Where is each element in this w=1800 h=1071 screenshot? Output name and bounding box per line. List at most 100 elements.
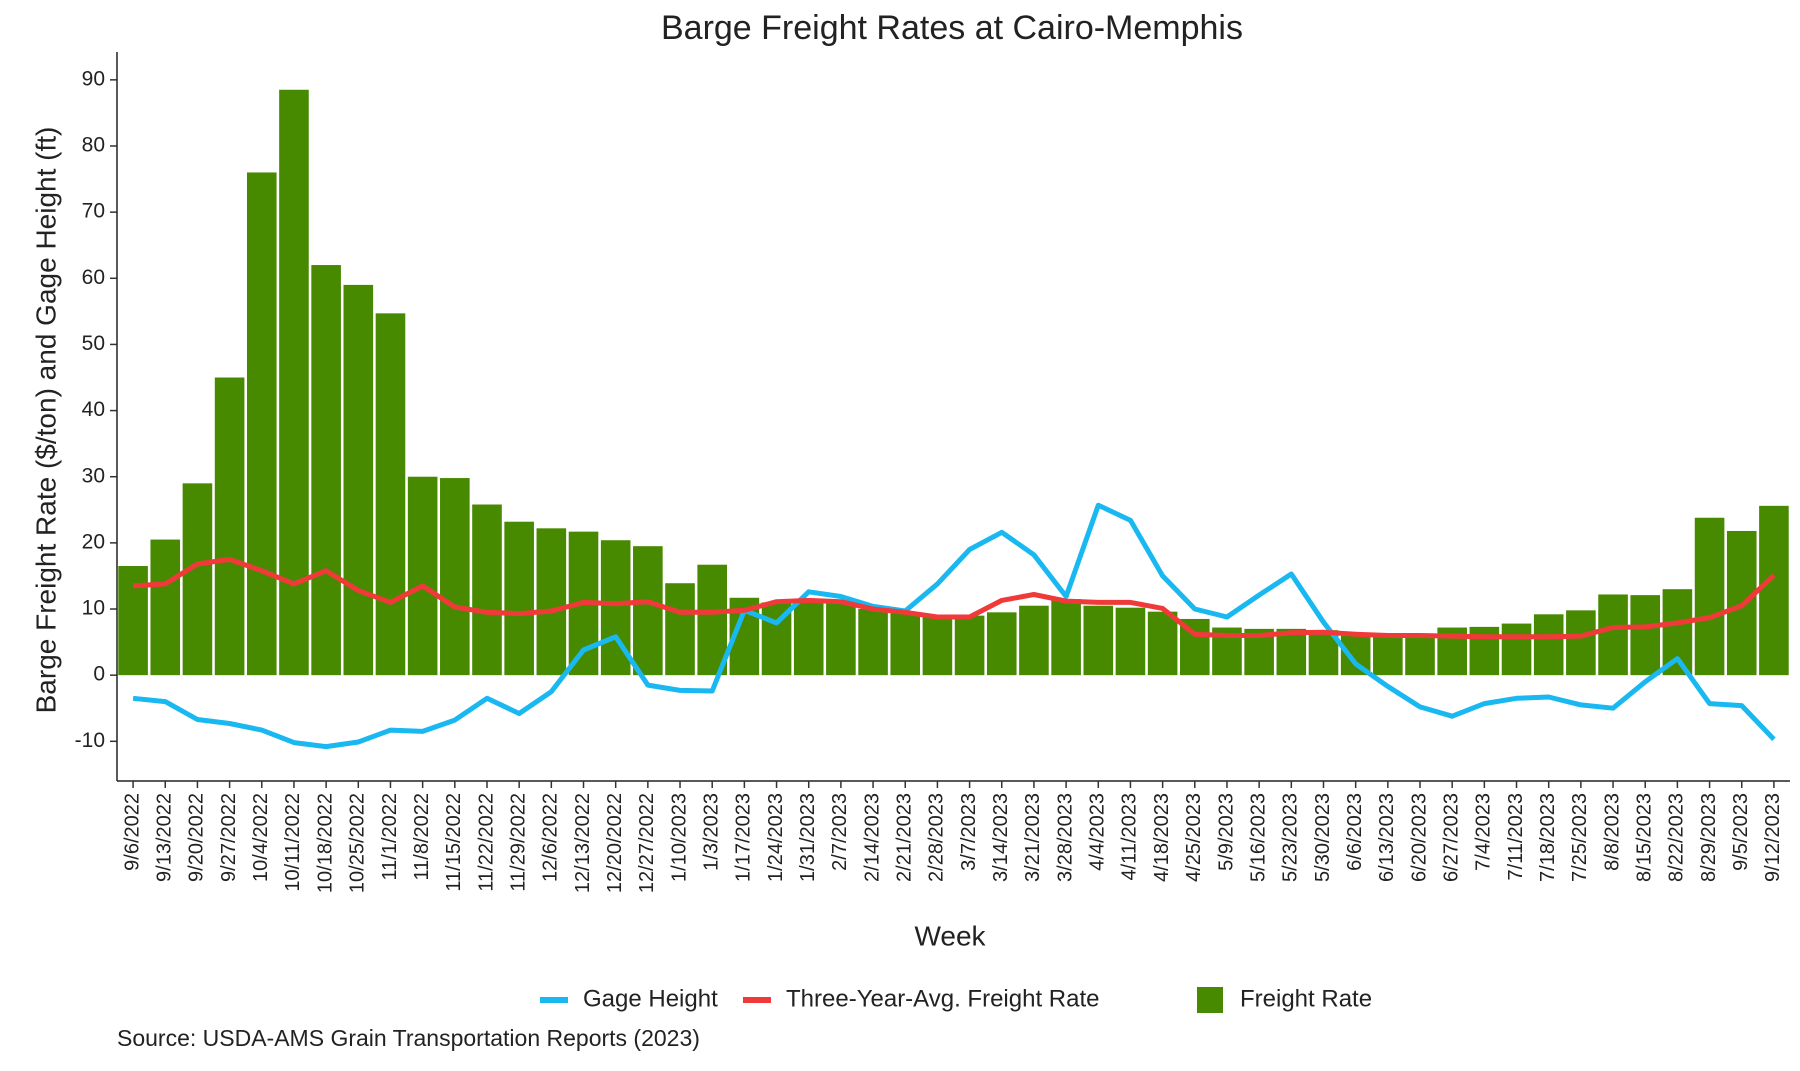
x-tick-label: 3/28/2023 — [1054, 793, 1076, 882]
bar — [697, 564, 728, 676]
bar — [504, 521, 534, 676]
bar — [1276, 628, 1307, 676]
x-tick-label: 2/7/2023 — [829, 793, 851, 871]
bar — [214, 377, 245, 676]
x-tick-label: 3/21/2023 — [1022, 793, 1044, 882]
bar — [150, 539, 181, 676]
x-tick-label: 9/5/2023 — [1730, 793, 1752, 871]
legend-label: Freight Rate — [1240, 985, 1372, 1012]
x-tick-label: 8/22/2023 — [1666, 793, 1688, 882]
bar — [311, 265, 341, 676]
bar — [922, 615, 953, 676]
x-tick-label: 11/1/2022 — [379, 793, 401, 881]
x-tick-label: 3/14/2023 — [990, 793, 1012, 882]
bar — [826, 602, 856, 676]
bar — [343, 284, 374, 676]
bar — [1759, 505, 1789, 676]
bar — [633, 546, 663, 676]
x-tick-label: 12/13/2022 — [572, 793, 594, 893]
bar — [1566, 610, 1596, 676]
x-tick-label: 7/4/2023 — [1473, 793, 1495, 871]
bar — [1373, 635, 1403, 676]
bar — [1083, 605, 1114, 676]
x-tick-label: 8/8/2023 — [1601, 793, 1623, 871]
bar — [472, 504, 502, 676]
x-tick-label: 1/24/2023 — [765, 793, 787, 882]
y-tick-label: 40 — [82, 398, 105, 421]
bar — [793, 599, 824, 676]
y-tick-label: 30 — [82, 464, 105, 487]
bar — [858, 609, 888, 676]
source-note: Source: USDA-AMS Grain Transportation Re… — [117, 1025, 700, 1051]
x-tick-label: 10/4/2022 — [250, 793, 272, 882]
x-tick-label: 5/23/2023 — [1280, 793, 1302, 882]
y-tick-label: 70 — [82, 200, 105, 223]
x-tick-label: 5/30/2023 — [1312, 793, 1334, 882]
x-tick-label: 2/28/2023 — [926, 793, 948, 882]
y-tick-label: 80 — [82, 134, 105, 157]
x-tick-label: 4/4/2023 — [1087, 793, 1109, 871]
bar — [440, 478, 470, 676]
x-tick-label: 12/6/2022 — [540, 793, 562, 882]
line-series — [132, 556, 1776, 640]
bar — [1051, 599, 1081, 676]
x-tick-label: 10/11/2022 — [282, 793, 304, 892]
x-tick-label: 2/21/2023 — [894, 793, 916, 882]
y-tick-label: 60 — [82, 266, 105, 289]
bar — [279, 89, 309, 676]
y-tick-label: 50 — [82, 332, 105, 355]
x-tick-label: 10/18/2022 — [314, 793, 336, 893]
x-tick-label: 4/25/2023 — [1183, 793, 1205, 882]
x-tick-label: 9/12/2023 — [1762, 793, 1784, 882]
x-tick-label: 1/3/2023 — [700, 793, 722, 871]
x-tick-label: 12/27/2022 — [636, 793, 658, 893]
x-tick-label: 5/9/2023 — [1215, 793, 1237, 871]
x-tick-label: 7/18/2023 — [1537, 793, 1559, 882]
x-tick-label: 1/17/2023 — [733, 793, 755, 882]
x-tick-label: 7/11/2023 — [1505, 793, 1527, 881]
line-series — [132, 502, 1776, 750]
bar — [1694, 517, 1725, 676]
x-tick-label: 6/13/2023 — [1376, 793, 1398, 882]
bar — [118, 566, 148, 676]
y-tick-label: 10 — [82, 597, 105, 620]
bar — [1533, 614, 1564, 676]
x-tick-label: 9/27/2022 — [218, 793, 240, 882]
bar — [1019, 605, 1049, 676]
bar — [182, 483, 213, 676]
x-tick-label: 11/15/2022 — [443, 793, 465, 892]
x-tick-label: 6/6/2023 — [1344, 793, 1366, 871]
x-tick-label: 12/20/2022 — [604, 793, 626, 893]
y-axis-title: Barge Freight Rate ($/ton) and Gage Heig… — [30, 127, 61, 714]
x-tick-label: 11/22/2022 — [475, 793, 497, 892]
x-axis-title: Week — [914, 920, 986, 951]
x-tick-label: 8/29/2023 — [1698, 793, 1720, 882]
x-tick-label: 5/16/2023 — [1247, 793, 1269, 882]
legend-label: Three-Year-Avg. Freight Rate — [786, 985, 1100, 1012]
bar — [1630, 595, 1661, 676]
x-tick-label: 9/13/2022 — [154, 793, 176, 882]
bar — [375, 313, 406, 676]
x-tick-label: 10/25/2022 — [347, 793, 369, 893]
bar — [954, 615, 985, 676]
x-tick-label: 7/25/2023 — [1569, 793, 1591, 882]
legend-swatch — [1197, 987, 1223, 1013]
x-tick-label: 2/14/2023 — [861, 793, 883, 882]
bar — [1115, 607, 1146, 676]
bar — [536, 528, 567, 676]
x-tick-label: 1/31/2023 — [797, 793, 819, 882]
y-tick-label: 0 — [93, 663, 105, 686]
x-tick-label: 11/29/2022 — [507, 793, 529, 892]
legend-label: Gage Height — [583, 985, 718, 1012]
x-tick-label: 11/8/2022 — [411, 793, 433, 881]
bar — [246, 172, 277, 676]
chart-title: Barge Freight Rates at Cairo-Memphis — [661, 9, 1243, 47]
x-tick-label: 4/18/2023 — [1151, 793, 1173, 882]
x-tick-label: 6/27/2023 — [1440, 793, 1462, 882]
x-tick-label: 3/7/2023 — [958, 793, 980, 871]
bar — [665, 583, 695, 676]
bar — [1405, 635, 1435, 676]
y-tick-label: 20 — [82, 530, 105, 553]
